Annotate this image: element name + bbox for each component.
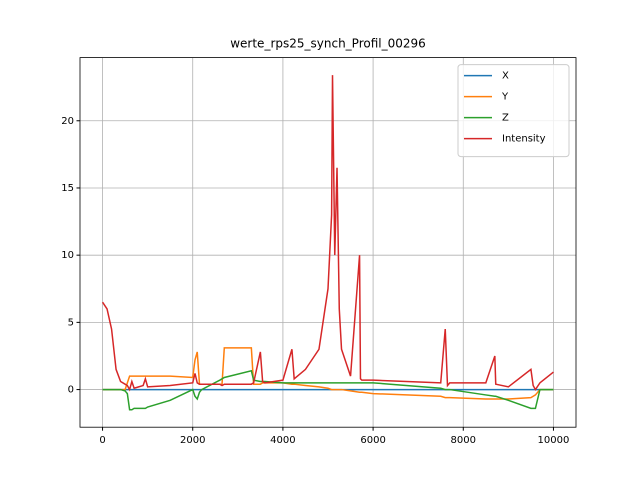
axes-frame <box>79 57 577 428</box>
chart-title: werte_rps25_synch_Profil_00296 <box>230 37 426 51</box>
x-tick-label: 4000 <box>270 435 295 446</box>
x-tick-label: 0 <box>99 435 105 446</box>
y-tick-label: 10 <box>61 250 74 261</box>
y-tick-label: 5 <box>68 317 74 328</box>
x-tick-label: 6000 <box>360 435 385 446</box>
x-tick-label: 2000 <box>180 435 205 446</box>
legend-label: Z <box>502 113 509 124</box>
series-line <box>102 369 554 411</box>
y-tick-label: 15 <box>61 183 74 194</box>
legend-label: X <box>502 71 509 82</box>
y-tick-label: 20 <box>61 116 74 127</box>
legend-box <box>457 64 570 158</box>
x-tick-label: 10000 <box>538 435 570 446</box>
series-line <box>102 347 554 400</box>
series-line <box>101 75 554 392</box>
legend-label: Intensity <box>502 134 546 145</box>
y-tick-label: 0 <box>68 385 74 396</box>
legend-label: Y <box>501 92 509 103</box>
x-tick-label: 8000 <box>451 435 476 446</box>
